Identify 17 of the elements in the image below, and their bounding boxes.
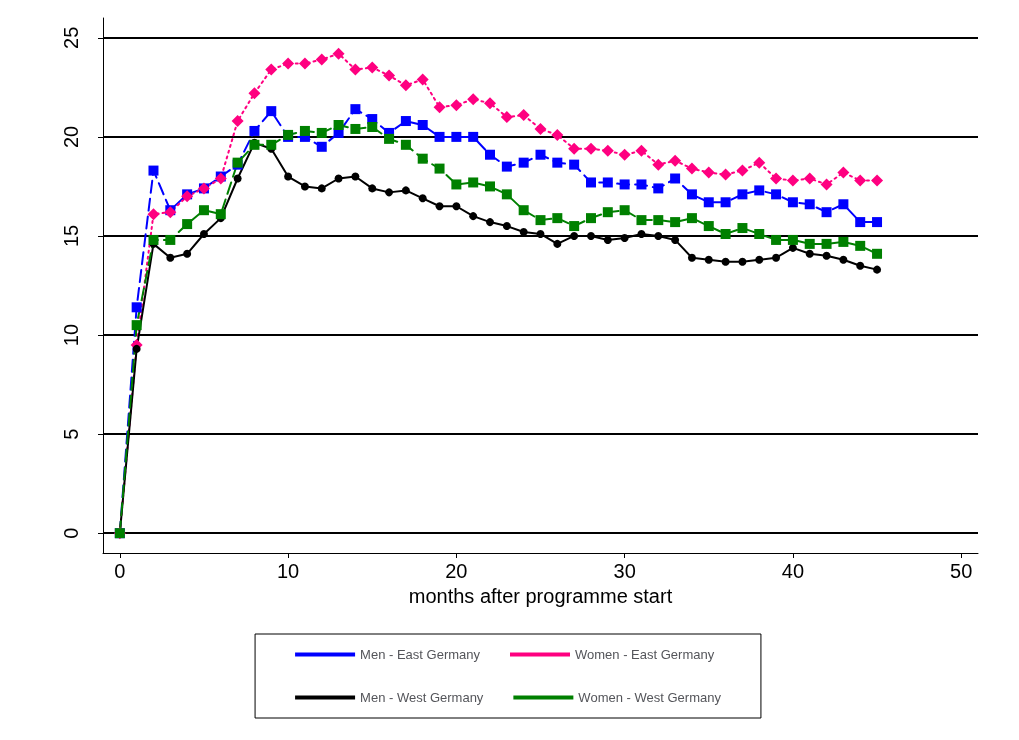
- y-tick-label: 5: [60, 428, 82, 440]
- x-tick-label: 10: [276, 560, 300, 582]
- y-tick-label: 10: [60, 323, 82, 347]
- legend-label: Women - East Germany: [575, 647, 715, 662]
- legend-label: Men - East Germany: [360, 647, 481, 662]
- x-tick-label: 20: [445, 560, 468, 582]
- y-tick-label: 15: [60, 224, 82, 248]
- legend-label: Men - West Germany: [360, 690, 484, 705]
- x-tick-label: 50: [950, 560, 973, 582]
- x-axis-title: months after programme start: [408, 584, 673, 607]
- x-tick-label: 30: [613, 560, 636, 582]
- x-tick-label: 40: [781, 560, 805, 582]
- y-tick-label: 0: [60, 527, 82, 539]
- legend-label: Women - West Germany: [578, 690, 722, 705]
- y-tick-label: 25: [60, 26, 82, 49]
- y-tick-label: 20: [60, 125, 82, 149]
- x-tick-label: 0: [114, 560, 126, 582]
